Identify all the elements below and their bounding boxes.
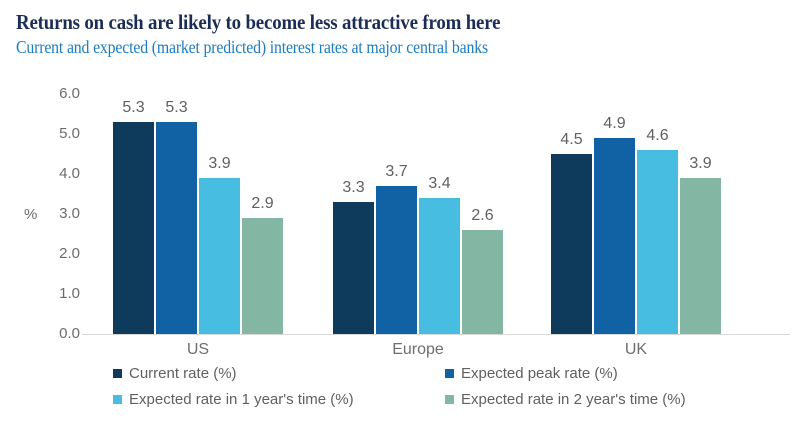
x-axis-category-label: UK [624,341,648,358]
bar: 2.6 [462,207,503,334]
bar-value-label: 3.3 [342,179,365,196]
x-axis-category-label: Europe [392,341,444,358]
legend-item: Expected rate in 1 year's time (%) [113,391,445,408]
y-axis-tick-label: 2.0 [59,245,80,262]
bar: 3.9 [199,155,240,334]
y-axis-tick-label: 4.0 [59,165,80,182]
y-axis-tick-label: 1.0 [59,285,80,302]
bar: 4.6 [637,127,678,334]
bar: 4.5 [551,131,592,334]
legend-swatch-icon [113,395,122,404]
bar: 5.3 [156,99,197,334]
bar-value-label: 5.3 [122,99,145,116]
bar: 4.9 [594,115,635,334]
bar-value-label: 5.3 [165,99,188,116]
bar: 3.9 [680,155,721,334]
bar-group-us: 5.3 5.3 3.9 2.9 [113,94,283,334]
bar: 5.3 [113,99,154,334]
bar-value-label: 3.4 [428,175,451,192]
y-axis-tick-label: 6.0 [59,85,80,102]
bar-value-label: 3.9 [689,155,712,172]
legend: Current rate (%) Expected peak rate (%) Ex… [113,365,773,408]
bar-value-label: 3.7 [385,163,408,180]
bar-value-label: 3.9 [208,155,231,172]
y-axis-unit-label: % [24,206,38,223]
bar-value-label: 4.5 [560,131,583,148]
legend-item-label: Expected rate in 1 year's time (%) [129,391,354,408]
legend-item-label: Current rate (%) [129,365,237,382]
bar-group-europe: 3.3 3.7 3.4 2.6 [333,94,503,334]
y-axis-tick-label: 3.0 [59,205,80,222]
x-axis-category-label: US [186,341,210,358]
bar-group-uk: 4.5 4.9 4.6 3.9 [551,94,721,334]
legend-item-label: Expected rate in 2 year's time (%) [461,391,686,408]
legend-swatch-icon [445,395,454,404]
page-subtitle: Current and expected (market predicted) … [16,37,488,57]
page-title: Returns on cash are likely to become les… [16,10,501,34]
bar-chart-plot-area: 5.3 5.3 3.9 2.9 3.3 3.7 3.4 2.6 4.5 4.9 4.6 3.9 [82,94,790,335]
legend-item: Expected peak rate (%) [445,365,773,382]
legend-item-label: Expected peak rate (%) [461,365,618,382]
y-axis-tick-label: 0.0 [59,325,80,342]
bar: 3.7 [376,163,417,334]
bar-value-label: 4.9 [603,115,626,132]
legend-swatch-icon [445,369,454,378]
legend-item: Current rate (%) [113,365,445,382]
bar: 3.4 [419,175,460,334]
y-axis-tick-label: 5.0 [59,125,80,142]
bar-value-label: 4.6 [646,127,669,144]
legend-swatch-icon [113,369,122,378]
bar: 2.9 [242,195,283,334]
bar-value-label: 2.6 [471,207,494,224]
legend-item: Expected rate in 2 year's time (%) [445,391,773,408]
bar-value-label: 2.9 [251,195,274,212]
bar: 3.3 [333,179,374,334]
